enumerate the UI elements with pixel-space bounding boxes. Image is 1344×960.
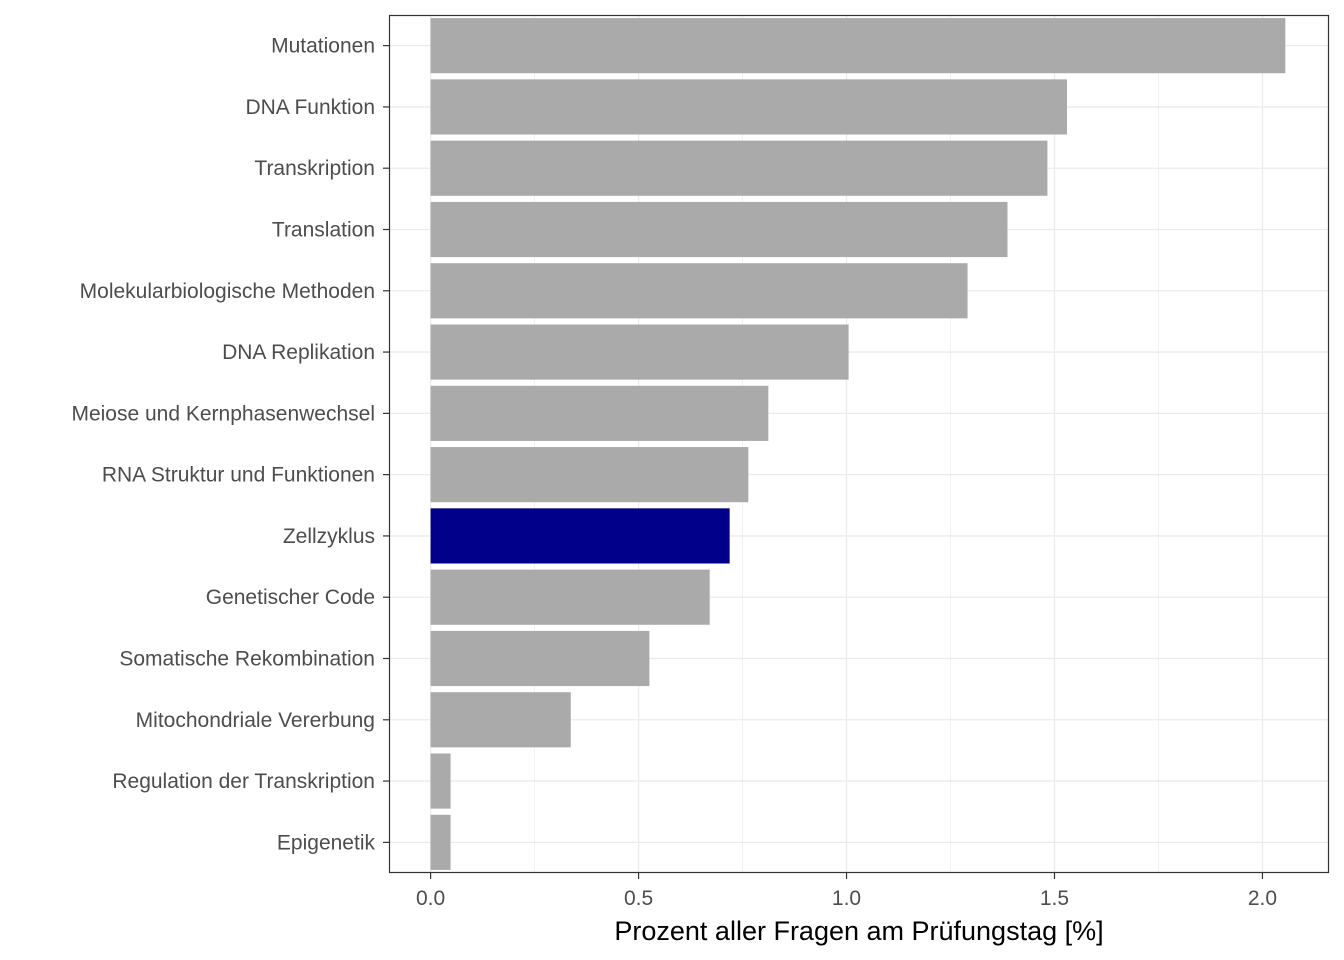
y-tick-label: Regulation der Transkription (112, 770, 375, 793)
x-tick-label: 1.0 (832, 887, 861, 910)
bar-mutationen (430, 18, 1286, 74)
y-tick-label: Epigenetik (277, 831, 376, 854)
bar-zellzyklus (430, 508, 730, 564)
bar-molekularbiologische-methoden (430, 263, 968, 319)
y-tick-label: Translation (272, 219, 375, 242)
y-tick-label: Transkription (254, 157, 375, 180)
y-tick-label: Genetischer Code (206, 586, 375, 609)
x-axis-label: Prozent aller Fragen am Prüfungstag [%] (614, 916, 1103, 946)
panel-border (388, 14, 1330, 874)
y-tick-label: DNA Funktion (245, 96, 375, 119)
bar-transkription (430, 140, 1048, 196)
bar-dna-replikation (430, 324, 849, 380)
x-tick-label: 2.0 (1248, 887, 1277, 910)
bar-epigenetik (430, 814, 451, 870)
bar-translation (430, 201, 1008, 258)
x-tick-label: 0.5 (624, 887, 653, 910)
bar-meiose-und-kernphasenwechsel (430, 385, 769, 441)
y-tick-label: Zellzyklus (283, 525, 375, 548)
bar-mitochondriale-vererbung (430, 692, 571, 748)
bar-somatische-rekombination (430, 630, 650, 687)
y-tick-label: Meiose und Kernphasenwechsel (71, 402, 375, 425)
bar-regulation-der-transkription (430, 753, 451, 809)
x-tick-label: 1.5 (1040, 887, 1069, 910)
x-tick-label: 0.0 (416, 887, 445, 910)
y-tick-label: Somatische Rekombination (119, 648, 375, 671)
y-tick-label: RNA Struktur und Funktionen (102, 464, 375, 487)
bar-genetischer-code (430, 569, 710, 625)
y-tick-label: Mitochondriale Vererbung (136, 709, 375, 732)
bar-rna-struktur-und-funktionen (430, 447, 749, 503)
y-tick-label: Molekularbiologische Methoden (80, 280, 375, 303)
y-tick-label: Mutationen (271, 35, 375, 58)
bar-dna-funktion (430, 79, 1067, 135)
y-tick-label: DNA Replikation (222, 341, 375, 364)
